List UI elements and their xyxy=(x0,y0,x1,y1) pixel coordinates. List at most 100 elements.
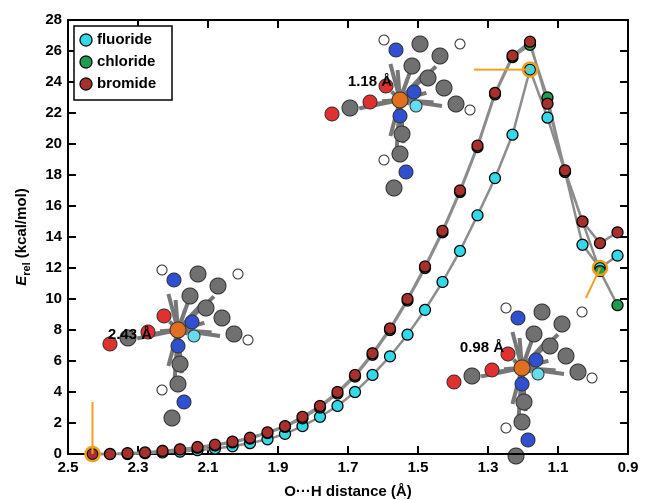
atom xyxy=(184,314,200,330)
data-point xyxy=(488,86,502,99)
y-tick-label: 20 xyxy=(45,135,62,152)
atom xyxy=(232,268,244,280)
atom xyxy=(169,375,187,393)
atom xyxy=(435,79,453,97)
atom xyxy=(454,38,466,50)
highlight-ring xyxy=(84,445,101,463)
atom xyxy=(341,99,359,117)
atom xyxy=(411,35,429,53)
data-point xyxy=(366,347,379,360)
atom xyxy=(520,432,536,448)
data-point xyxy=(593,237,607,250)
atom xyxy=(163,409,181,427)
data-point xyxy=(103,447,117,461)
atom xyxy=(569,363,587,381)
y-label-symbol: E xyxy=(13,275,30,286)
data-point xyxy=(366,368,379,382)
data-point xyxy=(506,128,519,141)
atom xyxy=(166,272,182,288)
data-point xyxy=(611,226,624,239)
data-point xyxy=(418,303,432,316)
atom xyxy=(553,315,571,333)
y-tick-label: 0 xyxy=(54,445,62,462)
data-point xyxy=(506,49,519,62)
atom xyxy=(378,34,390,46)
atom xyxy=(513,359,531,377)
atom xyxy=(514,376,530,392)
atom xyxy=(213,309,231,327)
molecule-insets xyxy=(102,34,598,465)
y-tick-label: 14 xyxy=(45,228,62,245)
atom xyxy=(446,374,462,390)
x-tick-label: 1.5 xyxy=(408,459,429,476)
y-label-sub: rel xyxy=(21,262,33,275)
atom xyxy=(362,94,378,110)
legend-marker xyxy=(79,55,93,69)
atom xyxy=(403,57,421,75)
data-point xyxy=(436,224,449,237)
data-point xyxy=(278,420,292,433)
y-tick-label: 16 xyxy=(45,197,62,214)
atom xyxy=(156,308,172,324)
atom xyxy=(500,302,512,314)
atom xyxy=(181,287,199,305)
atom xyxy=(464,104,476,116)
annotation: 0.98 Å xyxy=(460,339,504,356)
data-point xyxy=(226,435,239,448)
atom xyxy=(525,325,543,343)
atom xyxy=(171,355,189,373)
atom xyxy=(392,108,408,124)
data-point xyxy=(558,164,572,177)
atom xyxy=(507,447,525,465)
atom xyxy=(447,95,465,113)
data-point xyxy=(401,292,414,306)
atom xyxy=(385,179,403,197)
data-point xyxy=(383,350,397,363)
legend-marker xyxy=(79,33,93,47)
atom xyxy=(170,338,186,354)
atom xyxy=(393,125,411,143)
atom xyxy=(409,99,423,113)
atom xyxy=(378,78,394,94)
x-tick-label: 0.9 xyxy=(618,459,639,476)
data-point xyxy=(576,238,589,251)
data-point xyxy=(261,426,274,439)
annotation: 2.43 Å xyxy=(108,326,152,343)
y-tick-label: 8 xyxy=(54,321,62,338)
data-point xyxy=(313,399,327,413)
x-tick-label: 2.1 xyxy=(198,459,219,476)
y-tick-label: 26 xyxy=(45,42,62,59)
data-point xyxy=(471,139,484,152)
atom xyxy=(391,145,409,163)
atom xyxy=(515,393,533,411)
data-point xyxy=(471,209,484,222)
data-point xyxy=(453,184,467,197)
data-point xyxy=(243,431,257,444)
data-point xyxy=(173,443,187,456)
data-point xyxy=(541,97,554,110)
atom xyxy=(388,42,404,58)
x-tick-label: 2.3 xyxy=(128,459,149,476)
data-point xyxy=(121,447,134,460)
atom xyxy=(209,277,227,295)
y-tick-label: 18 xyxy=(45,166,62,183)
atom xyxy=(419,69,437,87)
y-tick-label: 4 xyxy=(54,383,63,400)
atom xyxy=(513,413,531,431)
atom xyxy=(557,347,575,365)
y-tick-label: 12 xyxy=(45,259,62,276)
atom xyxy=(500,346,516,362)
data-point xyxy=(453,244,467,258)
data-point xyxy=(436,275,449,289)
data-point xyxy=(523,35,537,48)
atom xyxy=(406,84,422,100)
atom xyxy=(119,329,137,347)
atom xyxy=(169,321,187,339)
data-point xyxy=(138,446,152,459)
data-point xyxy=(488,172,502,185)
y-tick-label: 6 xyxy=(54,352,62,369)
atom xyxy=(189,265,207,283)
atom xyxy=(187,329,201,343)
atom xyxy=(156,384,168,396)
y-axis-label: Erel (kcal/mol) xyxy=(13,188,33,286)
